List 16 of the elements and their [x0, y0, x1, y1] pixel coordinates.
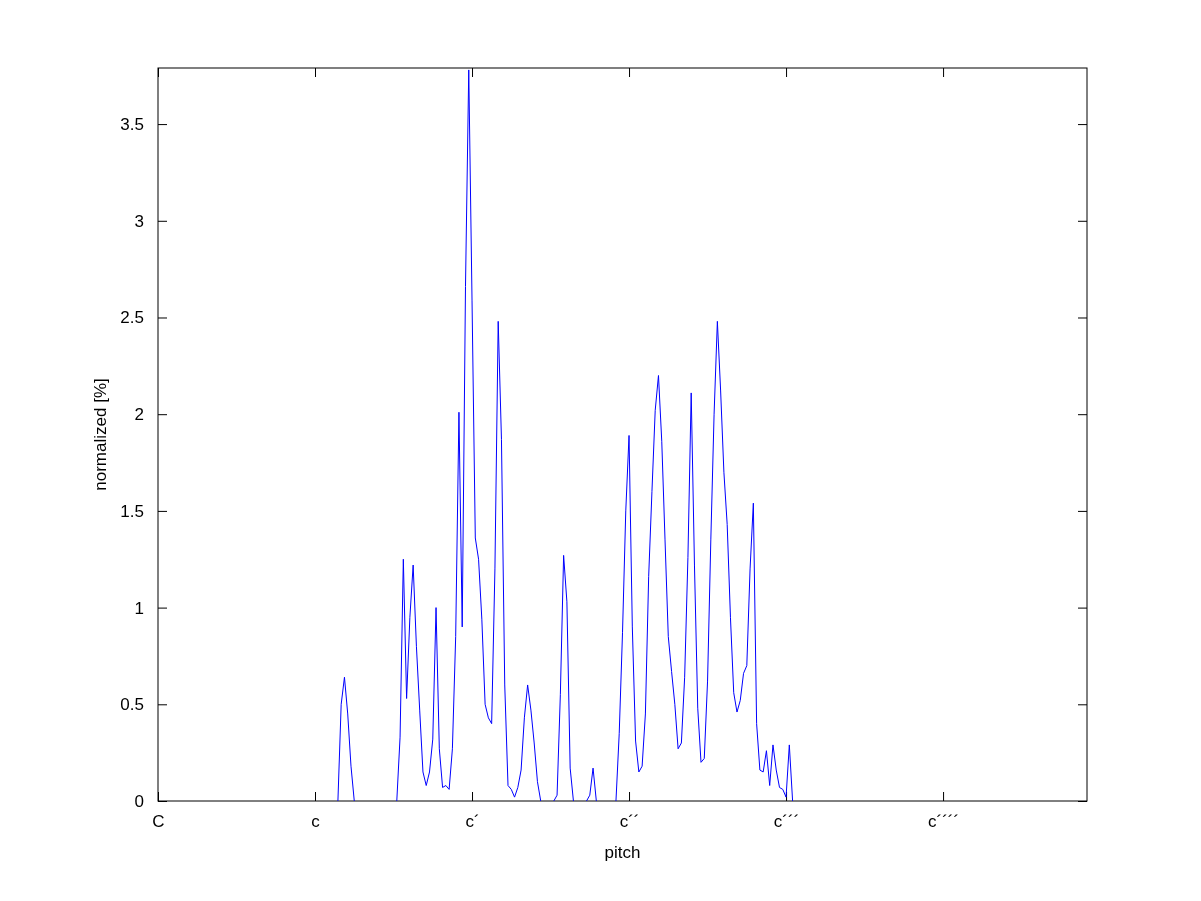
y-tick-label: 0.5 [120, 695, 144, 715]
y-axis-title: normalized [%] [91, 378, 110, 491]
x-tick-label: c´´´´ [927, 812, 960, 832]
y-tick-label: 0 [134, 791, 144, 811]
y-tick-label: 3.5 [120, 115, 144, 135]
x-tick-label: c [311, 812, 321, 832]
x-tick-label: c´´´ [773, 812, 800, 832]
y-tick-label: 2.5 [120, 308, 144, 328]
y-tick-label: 1 [134, 598, 144, 618]
x-tick-label: C [152, 812, 165, 832]
x-tick-label: c´ [465, 812, 480, 832]
y-tick-label: 3 [134, 211, 144, 231]
y-tick-label: 2 [134, 405, 144, 425]
x-tick-label: c´´ [619, 812, 640, 832]
x-axis-title: pitch [604, 843, 641, 862]
y-tick-label: 1.5 [120, 501, 144, 521]
